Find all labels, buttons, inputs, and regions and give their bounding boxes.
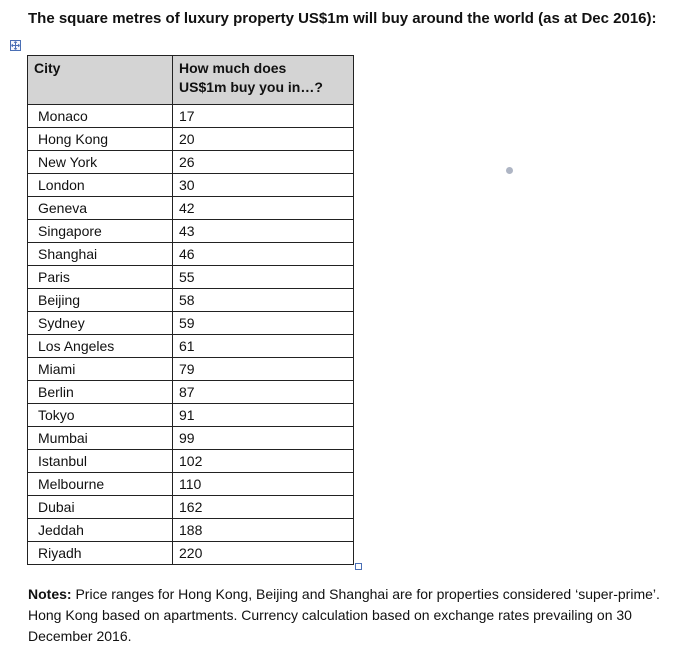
table-row: London 30 <box>27 173 354 197</box>
data-table: City How much does US$1m buy you in…? Mo… <box>27 55 354 565</box>
cell-city[interactable]: Riyadh <box>27 541 173 565</box>
cell-city[interactable]: Melbourne <box>27 472 173 496</box>
header-value-line1: How much does <box>179 60 287 76</box>
cell-value[interactable]: 43 <box>172 219 354 243</box>
cell-value[interactable]: 58 <box>172 288 354 312</box>
cell-value[interactable]: 17 <box>172 104 354 128</box>
cell-city[interactable]: Geneva <box>27 196 173 220</box>
header-city-label: City <box>34 60 61 76</box>
table-row: Beijing 58 <box>27 288 354 312</box>
header-city[interactable]: City <box>27 55 173 105</box>
cell-value[interactable]: 30 <box>172 173 354 197</box>
cell-city[interactable]: Singapore <box>27 219 173 243</box>
cell-city[interactable]: Jeddah <box>27 518 173 542</box>
table-row: Monaco 17 <box>27 104 354 128</box>
data-table-container: City How much does US$1m buy you in…? Mo… <box>27 55 354 565</box>
table-row: Los Angeles 61 <box>27 334 354 358</box>
cell-value[interactable]: 220 <box>172 541 354 565</box>
cell-value[interactable]: 59 <box>172 311 354 335</box>
mouse-cursor-icon <box>506 167 513 174</box>
page-title: The square metres of luxury property US$… <box>28 10 657 27</box>
cell-value[interactable]: 61 <box>172 334 354 358</box>
notes-text: Price ranges for Hong Kong, Beijing and … <box>28 586 660 644</box>
table-move-icon[interactable] <box>10 40 21 51</box>
table-header-row: City How much does US$1m buy you in…? <box>27 55 354 105</box>
table-row: Melbourne 110 <box>27 472 354 496</box>
cell-value[interactable]: 26 <box>172 150 354 174</box>
cell-city[interactable]: Sydney <box>27 311 173 335</box>
table-row: Jeddah 188 <box>27 518 354 542</box>
cell-city[interactable]: Dubai <box>27 495 173 519</box>
cell-value[interactable]: 91 <box>172 403 354 427</box>
table-row: Paris 55 <box>27 265 354 289</box>
header-value-line2: US$1m buy you in…? <box>179 79 323 95</box>
cell-city[interactable]: Paris <box>27 265 173 289</box>
cell-city[interactable]: Shanghai <box>27 242 173 266</box>
cell-value[interactable]: 102 <box>172 449 354 473</box>
cell-city[interactable]: Hong Kong <box>27 127 173 151</box>
cell-city[interactable]: Miami <box>27 357 173 381</box>
cell-city[interactable]: Tokyo <box>27 403 173 427</box>
table-row: Riyadh 220 <box>27 541 354 565</box>
table-row: Shanghai 46 <box>27 242 354 266</box>
cell-city[interactable]: London <box>27 173 173 197</box>
cell-city[interactable]: Beijing <box>27 288 173 312</box>
cell-city[interactable]: Istanbul <box>27 449 173 473</box>
notes-label: Notes: <box>28 586 72 602</box>
table-row: Sydney 59 <box>27 311 354 335</box>
cell-value[interactable]: 162 <box>172 495 354 519</box>
cell-value[interactable]: 42 <box>172 196 354 220</box>
cell-value[interactable]: 46 <box>172 242 354 266</box>
cell-value[interactable]: 99 <box>172 426 354 450</box>
cell-city[interactable]: New York <box>27 150 173 174</box>
table-row: Mumbai 99 <box>27 426 354 450</box>
cell-value[interactable]: 20 <box>172 127 354 151</box>
cell-city[interactable]: Mumbai <box>27 426 173 450</box>
table-row: Singapore 43 <box>27 219 354 243</box>
cell-value[interactable]: 55 <box>172 265 354 289</box>
cell-value[interactable]: 79 <box>172 357 354 381</box>
cell-value[interactable]: 87 <box>172 380 354 404</box>
cell-city[interactable]: Los Angeles <box>27 334 173 358</box>
cell-city[interactable]: Monaco <box>27 104 173 128</box>
table-row: Dubai 162 <box>27 495 354 519</box>
table-row: Miami 79 <box>27 357 354 381</box>
table-row: New York 26 <box>27 150 354 174</box>
table-row: Tokyo 91 <box>27 403 354 427</box>
table-row: Geneva 42 <box>27 196 354 220</box>
cell-value[interactable]: 110 <box>172 472 354 496</box>
cell-value[interactable]: 188 <box>172 518 354 542</box>
cell-city[interactable]: Berlin <box>27 380 173 404</box>
notes-paragraph: Notes: Price ranges for Hong Kong, Beiji… <box>28 584 688 647</box>
table-body: Monaco 17 Hong Kong 20 New York 26 London 30 Gen… <box>27 104 354 565</box>
table-row: Istanbul 102 <box>27 449 354 473</box>
table-row: Hong Kong 20 <box>27 127 354 151</box>
table-row: Berlin 87 <box>27 380 354 404</box>
table-resize-icon[interactable] <box>355 563 362 570</box>
header-value[interactable]: How much does US$1m buy you in…? <box>172 55 354 105</box>
